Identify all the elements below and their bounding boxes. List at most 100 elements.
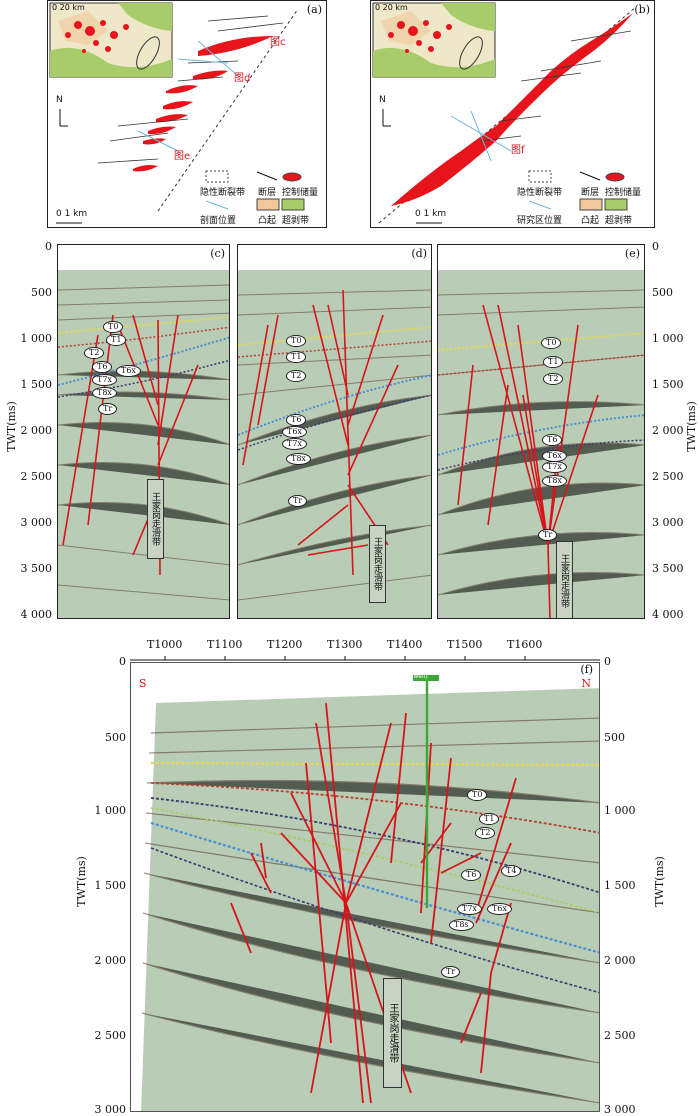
horizon-t0: T0: [541, 337, 562, 349]
horizon-t6x: T6x: [282, 426, 307, 438]
horizon-t7x: T7x: [542, 461, 567, 473]
section-f-label: (f): [580, 663, 593, 676]
y-tick: 2 000: [94, 954, 127, 967]
horizon-t0: T0: [103, 321, 124, 333]
horizon-tr: Tr: [538, 529, 558, 541]
seismic-section-e: (e) T0 T1 T2 T6 T6x T7x T8x Tr 王家岗走滑带: [437, 244, 645, 619]
horizon-t1: T1: [543, 356, 564, 368]
south-label: S: [139, 677, 147, 690]
section-f-left-axis: TWT(ms) 0 500 1 000 1 500 2 000 2 500 3 …: [60, 655, 130, 1116]
horizon-t2: T2: [84, 347, 105, 359]
section-f-top-axis: T1000 T1100 T1200 T1300 T1400 T1500 T160…: [130, 636, 600, 666]
horizon-t7x: T7x: [92, 374, 117, 386]
y-tick: 4 000: [20, 608, 53, 621]
horizon-t7x: T7x: [457, 903, 482, 915]
legend-profile: 剖面位置: [200, 216, 237, 226]
horizon-tr: Tr: [441, 966, 461, 978]
section-e-drawing: [438, 245, 644, 618]
scale-label-b: 0 1 km: [415, 209, 447, 219]
y-tick: 1 000: [604, 804, 636, 817]
horizon-t2: T2: [475, 827, 496, 839]
x-tick: T1100: [207, 638, 243, 651]
y-tick: 2 500: [604, 1029, 636, 1042]
horizon-t6: T6: [461, 869, 482, 881]
panel-a-label: (a): [306, 3, 322, 16]
strike-slip-zone-f: 王家岗走滑带: [383, 978, 402, 1088]
y-tick: 0: [652, 240, 659, 253]
x-tick: T1600: [507, 638, 543, 651]
y-tick: 3 000: [652, 516, 684, 529]
x-tick: T1500: [447, 638, 483, 651]
upper-left-axis: TWT(ms) 0 500 1 000 1 500 2 000 2 500 3 …: [0, 240, 56, 625]
map-panel-a: (a) 0 20 km 图c 图d 图e N 0 1 km 隐性断裂带 断层 控…: [47, 0, 327, 228]
y-tick: 1 000: [652, 332, 684, 345]
horizon-t6: T6: [92, 361, 113, 373]
seismic-section-c: (c) T0 T1 T2 T6 T6x T7x T8x Tr 王家岗走滑带: [57, 244, 230, 619]
y-tick: 500: [105, 731, 126, 744]
horizon-t8x: T8x: [92, 387, 117, 399]
figref-f: 图f: [511, 145, 525, 156]
legend-reserve: 控制储量: [282, 188, 319, 198]
y-tick: 500: [652, 286, 673, 299]
y-tick: 0: [45, 240, 52, 253]
horizon-t1: T1: [479, 813, 500, 825]
well-label: [well]: [411, 673, 428, 680]
section-f-left-axis-title: TWT(ms): [74, 856, 88, 907]
figref-e: 图e: [174, 151, 191, 162]
upper-right-axis-title: TWT(ms): [684, 401, 698, 452]
y-tick: 0: [604, 655, 611, 668]
inset-scale: 0 20 km: [52, 3, 85, 12]
y-tick: 2 500: [20, 470, 53, 483]
section-f-right-axis: TWT(ms) 0 500 1 000 1 500 2 000 2 500 3 …: [600, 655, 700, 1116]
upper-right-axis: TWT(ms) 0 500 1 000 1 500 2 000 2 500 3 …: [648, 240, 700, 625]
horizon-t2: T2: [286, 370, 307, 382]
y-tick: 2 000: [604, 954, 636, 967]
y-tick: 4 000: [652, 608, 684, 621]
seismic-section-f: [well] (f) S N T0 T1 T2 T6 T4 T7x T6x T8…: [130, 662, 600, 1112]
horizon-t8x: T8x: [542, 475, 567, 487]
x-tick: T1200: [267, 638, 303, 651]
y-tick: 1 500: [604, 879, 636, 892]
horizon-t7x: T7x: [282, 438, 307, 450]
legend-b-hidden-fault: 隐性断裂带: [517, 188, 563, 198]
horizon-t0: T0: [286, 335, 307, 347]
y-tick: 3 500: [20, 562, 53, 575]
strike-slip-zone-c: 王家岗走滑带: [147, 479, 164, 559]
horizon-t6: T6: [542, 434, 563, 446]
y-tick: 3 000: [94, 1103, 127, 1116]
y-tick: 3 500: [652, 562, 684, 575]
north-label: N: [56, 95, 63, 105]
north-label-b: N: [379, 95, 386, 105]
legend-denudation: 超剥带: [282, 216, 310, 226]
legend-b-denudation: 超剥带: [605, 216, 633, 226]
inset-scale-b: 0 20 km: [375, 3, 408, 12]
y-tick: 2 000: [652, 424, 684, 437]
y-tick: 3 000: [604, 1103, 636, 1116]
scale-label: 0 1 km: [56, 209, 88, 219]
strike-slip-zone-e: 王家岗走滑带: [556, 541, 573, 618]
upper-left-axis-title: TWT(ms): [4, 401, 18, 452]
legend-b-uplift: 凸起: [581, 216, 600, 226]
section-c-drawing: [58, 245, 229, 618]
horizon-t1: T1: [106, 334, 127, 346]
map-a-drawing: [49, 2, 305, 224]
map-b-drawing: [372, 2, 637, 224]
y-tick: 1 500: [94, 879, 127, 892]
north-label-f: N: [581, 677, 591, 690]
horizon-t4: T4: [501, 865, 522, 877]
x-tick: T1400: [387, 638, 423, 651]
x-tick: T1000: [147, 638, 183, 651]
legend-hidden-fault: 隐性断裂带: [200, 188, 246, 198]
y-tick: 0: [119, 655, 126, 668]
strike-slip-zone-d: 王家岗走滑带: [369, 525, 386, 603]
section-e-label: (e): [624, 247, 640, 260]
legend-fault: 断层: [258, 188, 277, 198]
legend-b-reserve: 控制储量: [605, 188, 642, 198]
y-tick: 1 000: [94, 804, 127, 817]
legend-b-fault: 断层: [581, 188, 600, 198]
legend-uplift: 凸起: [258, 216, 277, 226]
section-f-drawing: [131, 663, 599, 1111]
figref-d: 图d: [234, 73, 251, 84]
y-tick: 500: [31, 286, 52, 299]
horizon-t8x: T8x: [286, 453, 311, 465]
